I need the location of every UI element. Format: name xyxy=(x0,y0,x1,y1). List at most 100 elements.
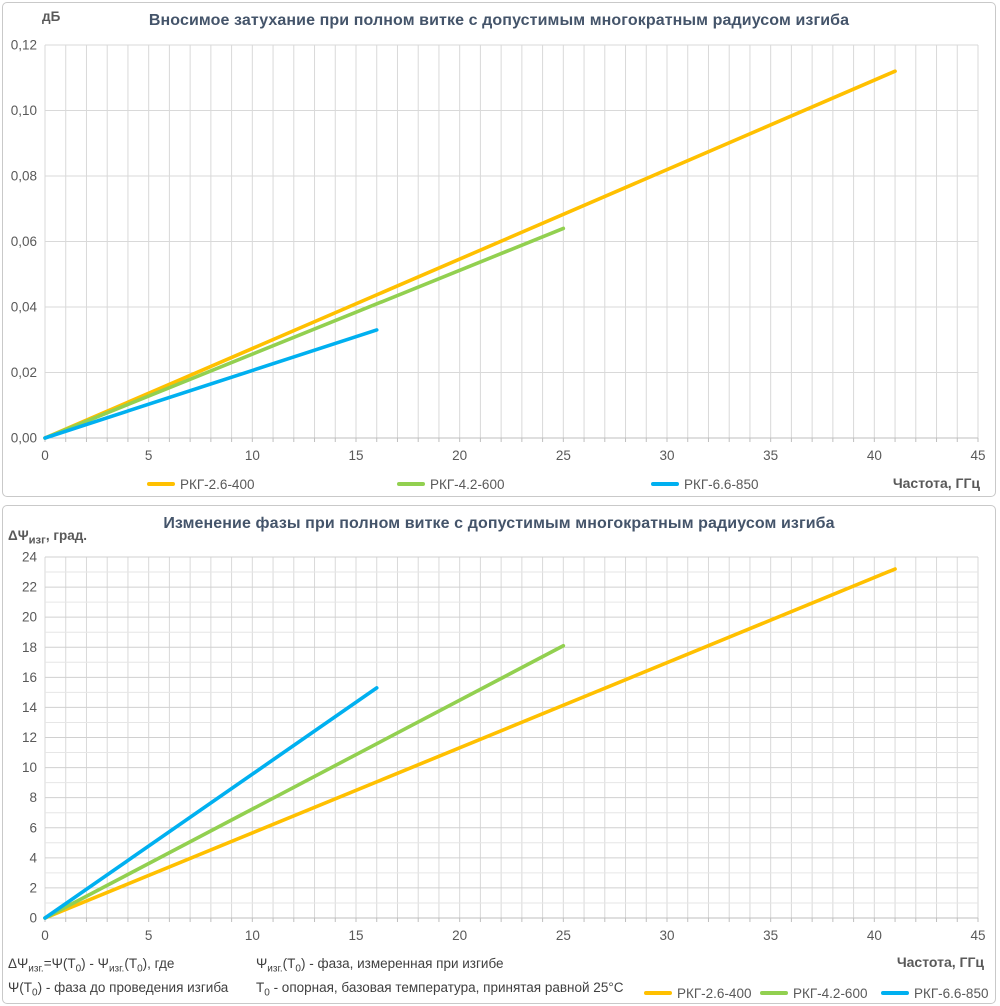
legend: РКГ-2.6-400 РКГ-4.2-600 РКГ-6.6-850 xyxy=(3,985,995,1001)
y-tick-label: 14 xyxy=(22,700,38,715)
x-tick-label: 5 xyxy=(145,448,153,463)
footnote-line-phase-before: Ψ(T0) - фаза до проведения изгиба xyxy=(8,979,228,1003)
text-segment: - опорная, базовая температура, принятая… xyxy=(269,980,624,996)
x-axis-label: Частота, ГГц xyxy=(896,954,984,970)
text-segment: , град. xyxy=(45,528,88,543)
y-tick-label: 24 xyxy=(22,550,38,565)
y-tick-label: 0,06 xyxy=(11,234,37,249)
legend-label: РКГ-4.2-600 xyxy=(430,476,505,492)
y-tick-label: 18 xyxy=(22,640,37,655)
legend-item-РКГ-4.2-600: РКГ-4.2-600 xyxy=(397,476,504,492)
y-tick-label: 0,12 xyxy=(11,38,37,53)
series-lines xyxy=(43,69,897,440)
x-tick-label: 25 xyxy=(556,928,571,943)
y-tick-label: 8 xyxy=(29,790,37,805)
y-tick-label: 0,00 xyxy=(11,431,37,446)
series-line-РКГ-6.6-850 xyxy=(43,328,379,440)
text-segment: T xyxy=(256,980,265,996)
text-segment: Ψ xyxy=(256,956,268,971)
legend-label: РКГ-2.6-400 xyxy=(180,476,255,492)
legend-label: РКГ-4.2-600 xyxy=(793,985,868,1001)
subscript-text: изг xyxy=(28,534,46,547)
y-axis-unit-label: ΔΨизг, град. xyxy=(8,528,87,547)
x-tick-label: 45 xyxy=(970,448,985,463)
legend-item-РКГ-6.6-850: РКГ-6.6-850 xyxy=(881,985,988,1001)
y-tick-label: 16 xyxy=(22,670,37,685)
footnote-column-1: ΔΨизг.=Ψ(T0) - Ψизг.(T0), где Ψ(T0) - фа… xyxy=(8,955,228,1003)
text-segment: Ψ(T xyxy=(8,980,33,996)
subscript-text: изг. xyxy=(267,963,283,975)
legend-item-РКГ-6.6-850: РКГ-6.6-850 xyxy=(651,476,758,492)
x-axis xyxy=(44,917,979,922)
text-segment: ) - Ψ xyxy=(81,956,109,971)
text-segment: ΔΨ xyxy=(8,956,29,971)
x-tick-label: 10 xyxy=(245,448,260,463)
legend-item-РКГ-2.6-400: РКГ-2.6-400 xyxy=(147,476,254,492)
legend-label: РКГ-6.6-850 xyxy=(684,476,759,492)
x-tick-label: 35 xyxy=(763,928,778,943)
x-tick-labels: 0 5 10 15 20 25 30 35 40 45 xyxy=(41,448,985,463)
subscript-text: 0 xyxy=(75,963,82,975)
x-tick-label: 25 xyxy=(556,448,571,463)
y-tick-label: 0,04 xyxy=(11,300,38,315)
y-tick-label: 22 xyxy=(22,580,37,595)
x-tick-label: 45 xyxy=(970,928,985,943)
legend-swatch xyxy=(651,482,679,486)
x-axis-label: Частота, ГГц xyxy=(892,475,980,491)
subscript-text: 0 xyxy=(295,963,301,975)
x-tick-label: 5 xyxy=(145,928,153,943)
subscript-text: 0 xyxy=(264,987,270,999)
footnote-line-formula: ΔΨизг.=Ψ(T0) - Ψизг.(T0), где xyxy=(8,955,228,979)
subscript-text: изг. xyxy=(108,963,125,975)
series-line-РКГ-2.6-400 xyxy=(43,567,897,920)
y-tick-label: 0 xyxy=(29,911,37,926)
legend-swatch xyxy=(881,991,909,995)
x-tick-label: 0 xyxy=(41,928,49,943)
legend-item-РКГ-2.6-400: РКГ-2.6-400 xyxy=(644,985,751,1001)
y-tick-label: 20 xyxy=(22,610,37,625)
x-tick-label: 40 xyxy=(867,928,882,943)
x-tick-label: 30 xyxy=(659,928,674,943)
insertion-loss-chart-svg: 0 5 10 15 20 25 30 35 40 450,000,020,040,060,080,… xyxy=(11,38,986,464)
legend-item-РКГ-4.2-600: РКГ-4.2-600 xyxy=(760,985,867,1001)
footnote-column-2: Ψизг.(T0) - фаза, измеренная при изгибе … xyxy=(256,955,623,1003)
x-tick-label: 35 xyxy=(763,448,778,463)
chart-title: Вносимое затухание при полном витке с до… xyxy=(148,12,850,29)
insertion-loss-chart-panel: 0 5 10 15 20 25 30 35 40 45 0,00 0,02 0,04 0,06 0,08 0,… xyxy=(2,2,996,497)
y-axis-unit-label: дБ xyxy=(42,9,61,24)
x-tick-label: 0 xyxy=(41,448,49,463)
legend: РКГ-2.6-400 РКГ-4.2-600 РКГ-6.6-850 xyxy=(3,476,995,492)
x-tick-labels: 0 5 10 15 20 25 30 35 40 45 xyxy=(41,928,985,943)
series-line-РКГ-2.6-400 xyxy=(43,69,897,440)
legend-swatch xyxy=(644,991,672,995)
x-tick-label: 15 xyxy=(348,928,363,943)
text-segment: =Ψ(T xyxy=(43,956,76,971)
y-tick-labels: 0,00 0,02 0,04 0,06 0,08 0,10 0,12 xyxy=(11,38,38,446)
y-tick-label: 6 xyxy=(29,820,37,835)
gridlines xyxy=(44,556,979,919)
x-tick-label: 30 xyxy=(659,448,674,463)
series-line-РКГ-6.6-850 xyxy=(43,686,379,920)
legend-label: РКГ-6.6-850 xyxy=(914,985,989,1001)
footnote-line-phase-measured: Ψизг.(T0) - фаза, измеренная при изгибе xyxy=(256,955,623,979)
legend-swatch xyxy=(397,482,425,486)
legend-swatch xyxy=(147,482,175,486)
series-lines xyxy=(43,567,897,920)
series-line-РКГ-4.2-600 xyxy=(43,643,566,920)
y-tick-label: 12 xyxy=(22,730,37,745)
x-tick-label: 40 xyxy=(867,448,882,463)
y-tick-label: 2 xyxy=(29,880,37,895)
x-tick-label: 15 xyxy=(348,448,363,463)
y-tick-label: 0,08 xyxy=(11,169,37,184)
text-segment: ΔΨ xyxy=(8,528,29,543)
x-tick-label: 20 xyxy=(452,448,467,463)
series-line-РКГ-4.2-600 xyxy=(43,226,566,440)
text-segment: (T xyxy=(124,956,138,971)
legend-label: РКГ-2.6-400 xyxy=(677,985,752,1001)
y-tick-label: 10 xyxy=(22,760,37,775)
y-tick-label: 4 xyxy=(29,850,37,865)
text-segment: ), где xyxy=(142,956,175,971)
